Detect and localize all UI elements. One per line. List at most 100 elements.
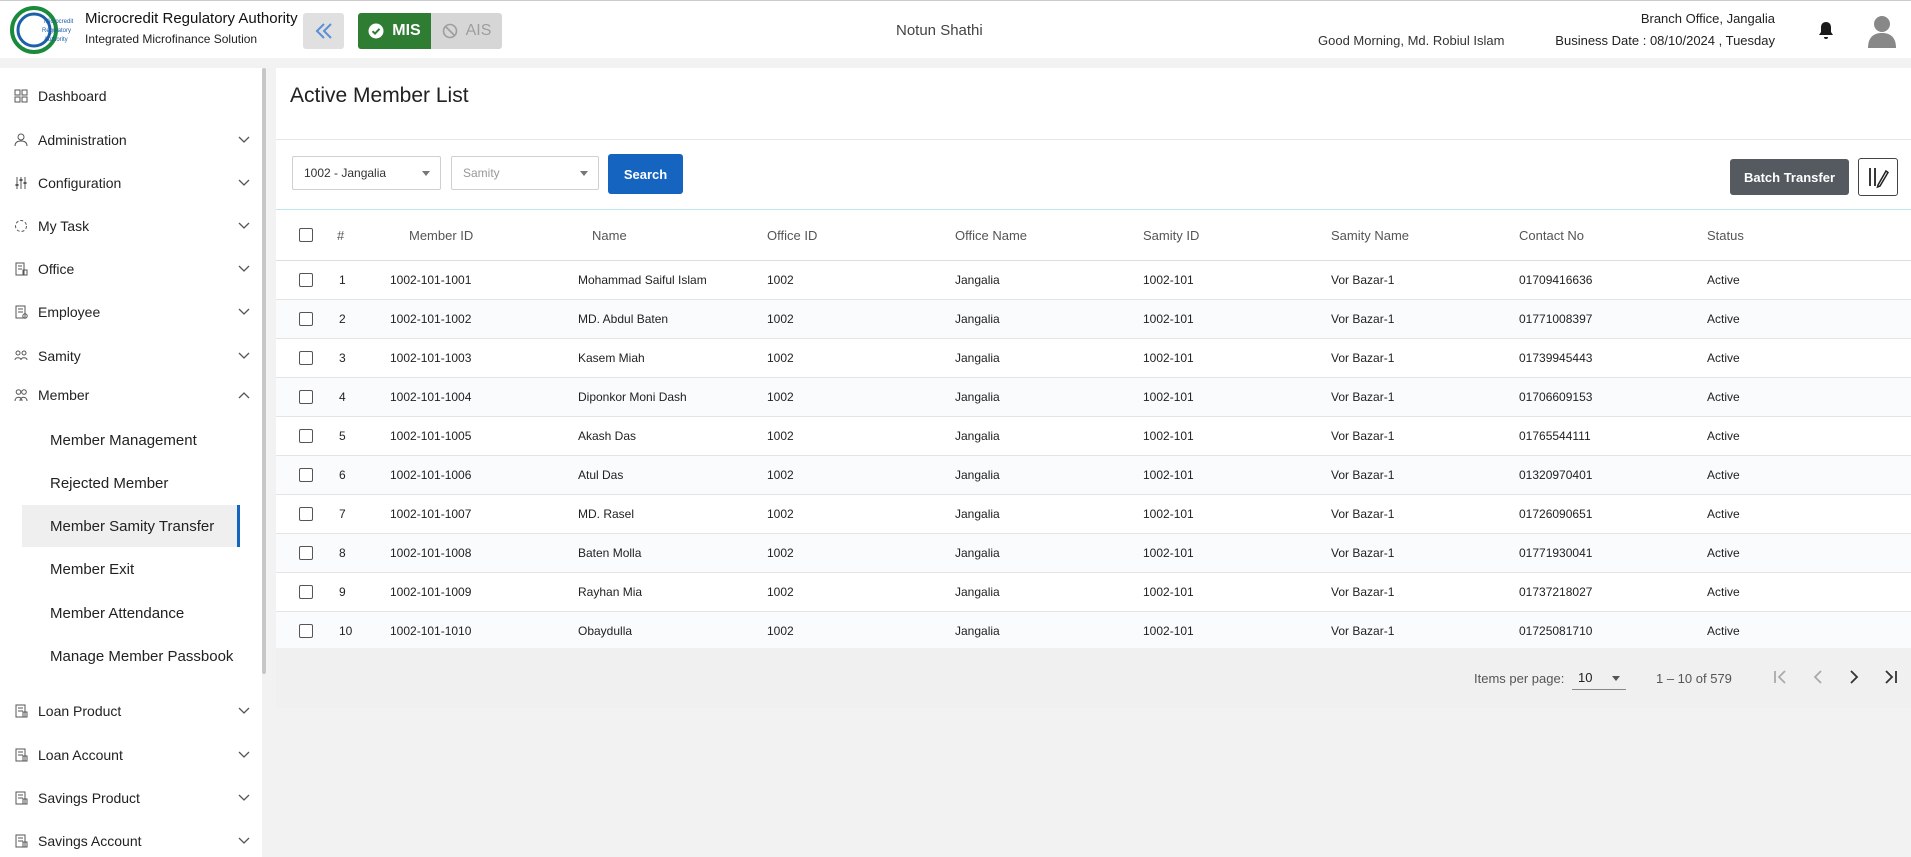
mode-mis-button[interactable]: MIS [358,13,431,49]
column-header[interactable]: Member ID [409,227,474,243]
sidebar-subitem-rejected-member[interactable]: Rejected Member [22,462,240,504]
employee-icon [15,305,28,319]
block-icon [442,23,457,39]
sidebar-subitem-member-exit[interactable]: Member Exit [22,548,240,590]
column-toggle-button[interactable] [1858,158,1898,196]
row-checkbox[interactable] [299,507,313,521]
column-header[interactable]: Samity ID [1143,227,1200,243]
table-cell: Active [1707,273,1740,287]
table-cell: Jangalia [955,624,1000,638]
sidebar-item-savings-account[interactable]: Savings Account [0,826,262,856]
notification-bell-icon[interactable] [1817,21,1835,41]
sidebar-item-savings-product[interactable]: Savings Product [0,783,262,813]
select-all-checkbox[interactable] [299,228,313,242]
column-header[interactable]: Office Name [955,227,1028,243]
row-checkbox[interactable] [299,390,313,404]
row-checkbox[interactable] [299,468,313,482]
sidebar-subitem-label: Member Management [50,431,197,449]
admin-icon [14,133,28,147]
previous-page-button[interactable] [1807,666,1829,688]
table-cell: 1002-101 [1143,429,1194,443]
row-checkbox[interactable] [299,585,313,599]
column-header[interactable]: Status [1707,227,1744,243]
svg-text:Regulatory: Regulatory [42,28,71,34]
table-cell: Obaydulla [578,624,633,638]
sidebar-subitem-member-management[interactable]: Member Management [22,419,240,461]
sidebar-item-loan-account[interactable]: Loan Account [0,740,262,770]
table-cell: Kasem Miah [578,351,645,365]
table-row[interactable]: 2 1002-101-1002 MD. Abdul Baten 1002 Jangali… [276,300,1911,339]
table-cell: 1002 [767,429,794,443]
sidebar-item-dashboard[interactable]: Dashboard [0,81,262,111]
samity-select[interactable]: Samity [451,156,599,190]
user-greeting: Good Morning, Md. Robiul Islam [1318,33,1505,48]
row-checkbox[interactable] [299,624,313,638]
sidebar-item-member[interactable]: Member [0,380,262,410]
table-cell: 1002-101 [1143,312,1194,326]
table-cell: Jangalia [955,585,1000,599]
column-header[interactable]: Samity Name [1331,227,1410,243]
last-page-button[interactable] [1879,666,1901,688]
sidebar-item-office[interactable]: Office [0,254,262,284]
title-card: Active Member List [276,68,1911,140]
chevron-down-icon [238,265,250,272]
mis-ais-toggle[interactable]: MIS AIS [358,13,502,49]
row-checkbox[interactable] [299,312,313,326]
search-button[interactable]: Search [608,154,683,194]
table-row[interactable]: 1 1002-101-1001 Mohammad Saiful Islam 1002 J… [276,261,1911,300]
sidebar-item-my-task[interactable]: My Task [0,211,262,241]
row-checkbox-cell [299,378,313,416]
sidebar-subitem-manage-member-passbook[interactable]: Manage Member Passbook [22,635,240,677]
row-checkbox[interactable] [299,273,313,287]
table-cell: Vor Bazar-1 [1331,546,1395,560]
table-cell: 01709416636 [1519,273,1593,287]
row-checkbox-cell [299,573,313,611]
column-header[interactable]: Name [592,227,627,243]
table-cell: 1002 [767,585,794,599]
sidebar-item-label: My Task [38,218,90,234]
table-cell: 5 [339,429,346,443]
column-header[interactable]: Contact No [1519,227,1585,243]
table-row[interactable]: 8 1002-101-1008 Baten Molla 1002 Jangalia 100… [276,534,1911,573]
table-cell: Akash Das [578,429,637,443]
batch-transfer-button[interactable]: Batch Transfer [1730,159,1849,195]
mode-ais-button[interactable]: AIS [431,13,502,49]
page-size-value: 10 [1578,670,1593,685]
column-header[interactable]: # [337,227,345,243]
office-select[interactable]: 1002 - Jangalia [292,156,441,190]
table-cell: Jangalia [955,429,1000,443]
sidebar-item-samity[interactable]: Samity [0,341,262,371]
row-checkbox[interactable] [299,351,313,365]
chevron-up-icon [238,392,250,399]
chevron-down-icon [422,171,430,176]
row-checkbox[interactable] [299,429,313,443]
table-row[interactable]: 5 1002-101-1005 Akash Das 1002 Jangalia 1002-… [276,417,1911,456]
next-page-button[interactable] [1843,666,1865,688]
sidebar-item-configuration[interactable]: Configuration [0,168,262,198]
table-cell: 1002 [767,390,794,404]
table-row[interactable]: 7 1002-101-1007 MD. Rasel 1002 Jangalia 1002-… [276,495,1911,534]
page-size-select[interactable]: 10 [1572,664,1626,690]
table-row[interactable]: 6 1002-101-1006 Atul Das 1002 Jangalia 1002-1… [276,456,1911,495]
sidebar-subitem-member-attendance[interactable]: Member Attendance [22,592,240,634]
sidebar-item-administration[interactable]: Administration [0,125,262,155]
column-header[interactable]: Office ID [767,227,818,243]
table-cell: 01320970401 [1519,468,1593,482]
sidebar-item-loan-product[interactable]: Loan Product [0,696,262,726]
sidebar-subitem-member-samity-transfer[interactable]: Member Samity Transfer [22,505,240,547]
sidebar-item-employee[interactable]: Employee [0,297,262,327]
table-row[interactable]: 9 1002-101-1009 Rayhan Mia 1002 Jangalia 1002… [276,573,1911,612]
table-cell: 1002-101 [1143,390,1194,404]
table-cell: Jangalia [955,468,1000,482]
first-page-icon [1774,670,1786,684]
first-page-button[interactable] [1770,666,1792,688]
table-row[interactable]: 10 1002-101-1010 Obaydulla 1002 Jangalia 1002… [276,612,1911,651]
sidebar-scrollbar[interactable] [262,68,266,674]
table-row[interactable]: 4 1002-101-1004 Diponkor Moni Dash 1002 Jang… [276,378,1911,417]
sidebar-collapse-button[interactable] [303,13,344,49]
table-cell: 1002-101 [1143,546,1194,560]
user-avatar-icon[interactable] [1867,14,1897,48]
row-checkbox[interactable] [299,546,313,560]
table-cell: Jangalia [955,507,1000,521]
table-row[interactable]: 3 1002-101-1003 Kasem Miah 1002 Jangalia 1002… [276,339,1911,378]
